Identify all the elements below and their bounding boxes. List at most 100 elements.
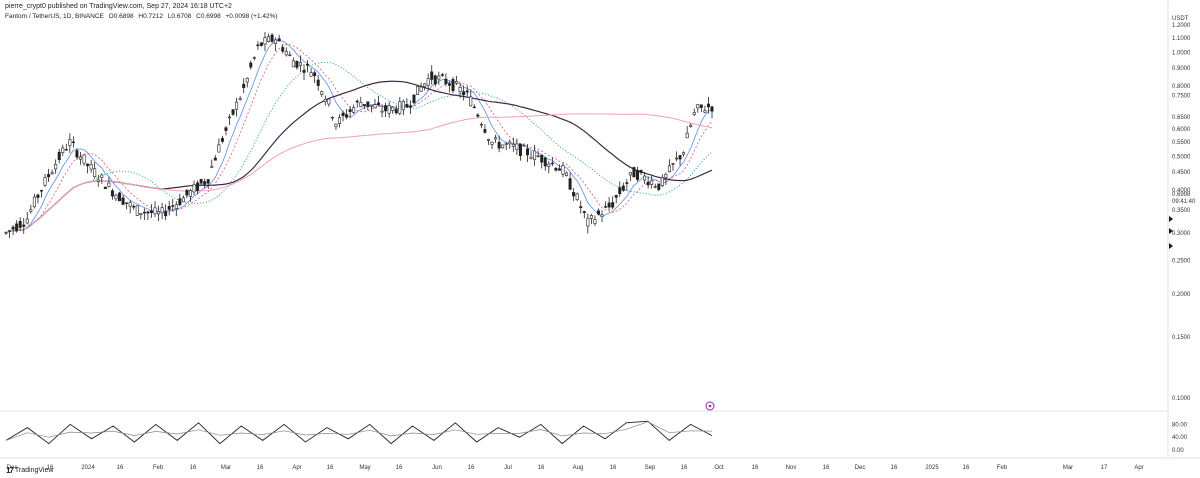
candle-body: [540, 155, 544, 163]
time-tick: 16: [752, 465, 759, 471]
price-tick: 0.4500: [1172, 170, 1191, 176]
candle-body: [557, 168, 561, 171]
candle-body: [242, 83, 246, 88]
candle-body: [614, 195, 618, 198]
candle-body: [199, 179, 203, 184]
candle-body: [11, 226, 15, 230]
candle-body: [181, 197, 185, 203]
candle-body: [600, 214, 604, 218]
price-tick: 0.2500: [1172, 258, 1191, 264]
candle-body: [185, 189, 189, 196]
candle-body: [135, 205, 139, 216]
candle-body: [348, 109, 352, 113]
time-tick: Apr: [292, 465, 301, 471]
time-tick: Jul: [504, 465, 512, 471]
candle-body: [160, 207, 164, 214]
time-tick: Oct: [714, 465, 724, 471]
candle-body: [263, 37, 267, 45]
price-marker-icon: [1169, 243, 1173, 249]
candle-body: [313, 72, 317, 77]
candle-body: [309, 72, 313, 77]
candle-body: [284, 51, 288, 56]
candle-body: [618, 187, 622, 194]
candle-body: [103, 186, 107, 190]
candle-body: [22, 224, 26, 227]
candle-body: [153, 207, 157, 215]
candlestick-series: [4, 32, 714, 239]
stochastic-oscillator: [5, 420, 713, 445]
time-tick: Apr: [1134, 465, 1143, 471]
close-value: C0.6998: [196, 13, 221, 20]
time-tick: 16: [257, 465, 264, 471]
candle-body: [579, 206, 583, 209]
candle-body: [298, 62, 302, 66]
candle-body: [36, 194, 40, 198]
time-tick: Feb: [997, 465, 1008, 471]
indicator-settings-icon[interactable]: [705, 401, 715, 411]
candle-body: [291, 60, 295, 68]
candle-body: [306, 63, 310, 66]
candle-body: [139, 212, 143, 216]
time-tick: 16: [396, 465, 403, 471]
candle-body: [93, 168, 97, 177]
candle-body: [75, 150, 79, 158]
candle-body: [518, 143, 522, 157]
time-tick: 17: [1101, 465, 1108, 471]
candle-body: [533, 150, 537, 160]
candle-body: [675, 157, 679, 160]
candle-body: [529, 156, 533, 159]
candle-body: [171, 205, 175, 207]
time-tick: 16: [327, 465, 334, 471]
candle-body: [646, 181, 650, 186]
tradingview-mark-icon: 17: [6, 466, 14, 475]
candle-body: [696, 104, 700, 109]
candle-body: [43, 177, 47, 186]
candle-body: [575, 193, 579, 200]
candle-body: [586, 217, 590, 227]
candle-body: [607, 202, 611, 208]
price-marker-icon: [1169, 216, 1173, 222]
price-tick: 1.0000: [1172, 50, 1191, 56]
price-axis[interactable]: 1.2000 1.1000 1.0000 0.9000 0.8000 0.7500 0.65…: [1172, 23, 1191, 402]
candle-body: [196, 182, 200, 192]
price-tick: 0.3000: [1172, 231, 1191, 237]
candle-body: [426, 78, 430, 86]
candle-body: [384, 105, 388, 112]
candle-body: [82, 154, 86, 164]
candle-body: [465, 90, 469, 93]
candle-body: [643, 175, 647, 181]
candle-body: [157, 211, 161, 215]
price-tick: 0.1000: [1172, 396, 1191, 402]
candle-body: [228, 116, 232, 119]
price-tick: 0.6000: [1172, 127, 1191, 133]
candle-body: [61, 147, 65, 154]
time-axis[interactable]: Dec 16 2024 16 Feb 16 Mar 16 Apr 16 May 16 Jun 16 Jul 1…: [7, 465, 1144, 471]
candle-body: [667, 165, 671, 173]
price-tick: 0.4000: [1172, 188, 1191, 194]
candle-body: [274, 39, 278, 44]
stoch-k-line: [5, 420, 713, 445]
candle-body: [536, 155, 540, 157]
candle-body: [345, 114, 349, 118]
time-tick: 16: [190, 465, 197, 471]
candle-body: [405, 104, 409, 108]
price-tick: 0.1500: [1172, 335, 1191, 341]
candle-body: [110, 190, 114, 197]
change-value: +0.0098 (+1.42%): [225, 13, 278, 20]
candle-body: [362, 104, 366, 107]
candle-body: [650, 180, 654, 185]
candle-body: [550, 162, 554, 165]
candle-body: [458, 86, 462, 92]
price-tick: 0.8000: [1172, 84, 1191, 90]
candle-body: [146, 211, 150, 214]
time-tick: 16: [47, 465, 54, 471]
tradingview-logo: 17 TradingView: [6, 466, 53, 475]
candle-body: [8, 230, 12, 232]
symbol-label[interactable]: Fantom / TetherUS, 1D, BINANCE: [5, 13, 104, 20]
candle-body: [653, 186, 657, 188]
candle-body: [220, 138, 224, 142]
ma-blue-line: [5, 39, 713, 233]
candle-body: [671, 163, 675, 165]
candle-body: [256, 44, 260, 47]
